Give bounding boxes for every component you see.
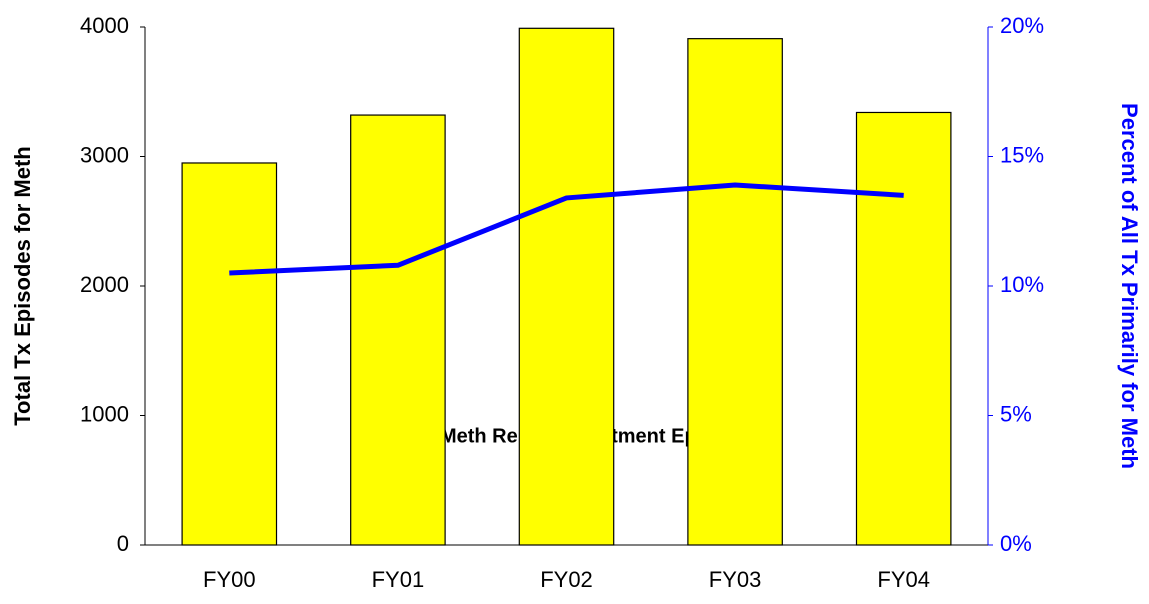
y2-tick-label: 15% — [1000, 142, 1044, 167]
x-tick-label: FY02 — [540, 567, 593, 592]
x-tick-label: FY04 — [877, 567, 930, 592]
y2-tick-label: 20% — [1000, 13, 1044, 38]
y-tick-label: 2000 — [80, 272, 129, 297]
bar — [855, 111, 952, 546]
y-tick-label: 3000 — [80, 142, 129, 167]
y-tick-label: 4000 — [80, 13, 129, 38]
bar — [518, 27, 615, 546]
y2-tick-label: 0% — [1000, 531, 1032, 556]
y2-tick-label: 5% — [1000, 401, 1032, 426]
x-tick-label: FY00 — [203, 567, 256, 592]
line — [229, 182, 904, 276]
x-tick-label: FY03 — [709, 567, 762, 592]
y-axis-label: Total Tx Episodes for Meth — [10, 146, 35, 426]
y-tick-label: 0 — [117, 531, 129, 556]
bar — [350, 114, 446, 546]
x-tick-label: FY01 — [372, 567, 425, 592]
bar — [181, 162, 278, 546]
y-tick-label: 1000 — [80, 401, 129, 426]
bar — [687, 38, 783, 546]
y2-axis-label: Percent of All Tx Primarily for Meth — [1117, 103, 1142, 469]
y2-tick-label: 10% — [1000, 272, 1044, 297]
